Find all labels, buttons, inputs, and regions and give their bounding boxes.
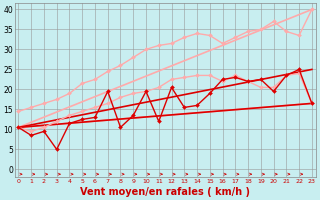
X-axis label: Vent moyen/en rafales ( km/h ): Vent moyen/en rafales ( km/h ): [80, 187, 250, 197]
